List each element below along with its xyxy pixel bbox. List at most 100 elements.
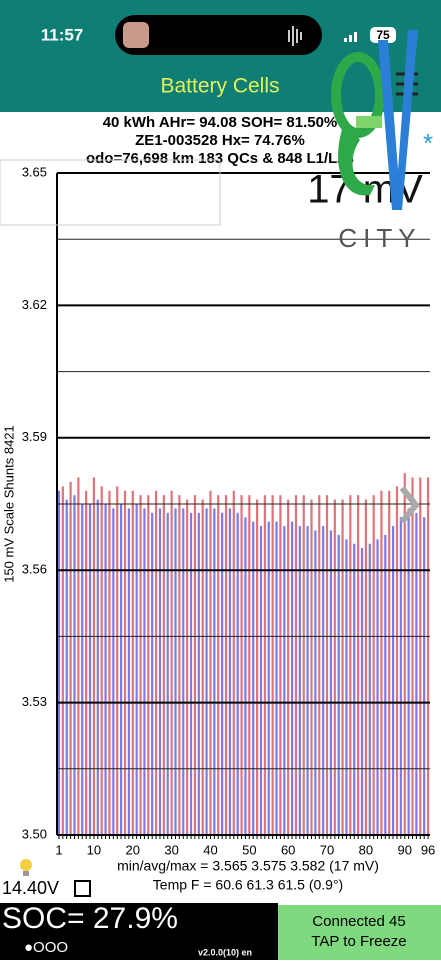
bar [139,495,142,835]
x-tick-label: 60 [281,842,295,857]
logo-e-ring [331,52,385,138]
bar [92,477,96,835]
y-tick-label: 3.59 [22,429,47,444]
bar [255,499,259,835]
bar [100,486,103,835]
bar [186,499,189,835]
bar [259,526,263,835]
bar [267,521,270,835]
bar [147,495,150,835]
y-tick-label: 3.62 [22,297,47,312]
bar [415,512,418,835]
bar [275,521,278,835]
button-bg[interactable] [278,905,441,960]
bar [384,534,387,835]
aux-voltage: 14.40V [2,878,59,898]
bar [88,504,92,835]
bar [325,495,329,835]
bar [279,495,282,835]
logo-text: CITY [338,223,421,253]
bar [77,477,80,835]
bar [388,490,391,835]
bar [240,495,243,835]
version: v2.0.0(10) en [198,947,252,957]
bar [244,517,247,835]
next-arrow[interactable] [399,486,420,524]
info-line: 40 kWh AHr= 94.08 SOH= 81.50% [103,114,338,131]
logo-star: * [423,128,433,158]
overlay-box [0,159,221,226]
header-title: Battery Cells [160,75,279,98]
page-indicator: ●OOO [24,939,68,956]
bar [96,499,99,835]
bar [112,508,115,835]
y-tick-label: 3.65 [22,164,47,179]
bar [217,495,220,835]
logo-v [378,30,418,210]
bar [341,499,344,835]
bar [178,495,181,835]
bar [372,495,375,835]
bar [333,499,336,835]
bar [213,508,216,835]
bar [228,508,232,835]
bar [322,526,325,835]
bar [205,508,208,835]
calendar-icon[interactable] [74,880,91,897]
temp-stats: Temp F = 60.6 61.3 61.5 (0.9°) [153,877,343,893]
bar [357,495,360,835]
bar [310,499,313,835]
x-tick-label: 1 [55,842,62,857]
bar [248,495,251,835]
bar [263,495,266,835]
x-tick-label: 40 [203,842,217,857]
bar [294,495,298,835]
bar [360,548,364,835]
bar [143,508,146,835]
y-tick-label: 3.53 [22,694,47,709]
bar [349,495,352,835]
freeze-button[interactable]: Connected 45 TAP to Freeze [278,905,441,960]
bar [345,539,348,835]
bar [182,508,185,835]
bar [287,499,290,835]
bar [423,517,426,835]
button-text[interactable]: TAP to Freeze [311,933,406,950]
bar [391,526,395,835]
bar [337,534,340,835]
bar [329,530,333,835]
bar [364,499,367,835]
bar [61,486,64,835]
bar [271,495,274,835]
x-tick-label: 20 [126,842,140,857]
bar [395,486,399,835]
bulb-icon[interactable] [20,859,32,871]
bar [123,490,127,835]
bar [174,508,177,835]
bar [81,504,84,835]
bar [403,473,406,835]
bar [108,490,111,835]
bar [252,521,255,835]
bar [306,526,309,835]
avatar [123,22,149,48]
footer-bar [0,903,278,960]
bar [154,490,158,835]
bar [201,499,204,835]
bar [290,521,294,835]
bar [73,495,76,835]
battery-pill [370,27,396,43]
button-text[interactable]: Connected 45 [312,913,405,930]
bar [368,543,371,835]
x-tick-label: 10 [87,842,101,857]
y-axis-label: 150 mV Scale Shunts 8421 [1,425,16,583]
x-tick-label: 70 [320,842,334,857]
bar [314,530,317,835]
bar [162,495,165,835]
x-tick-label: 96 [421,842,435,857]
chart: 150 mV Scale Shunts 8421 1 10 20 30 40 50 60 70 8… [1,164,435,857]
bar [127,508,130,835]
bar [197,512,200,835]
bar [69,481,72,835]
bar [221,512,224,835]
